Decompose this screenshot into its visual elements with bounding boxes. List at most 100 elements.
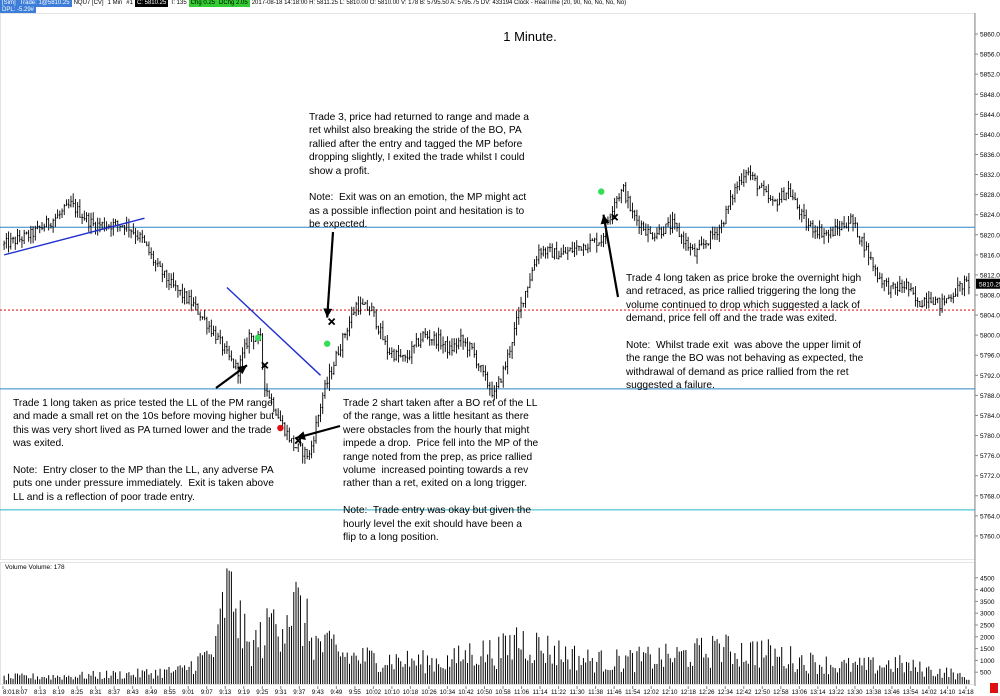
y-tick-label: 5764.00 xyxy=(980,513,1000,520)
y-tick-label: 5804.00 xyxy=(980,313,1000,320)
exit-marker-5 xyxy=(328,317,336,326)
x-tick-label: 11:54 xyxy=(625,689,641,696)
x-tick-label: 10:50 xyxy=(477,689,493,696)
entry-marker-4 xyxy=(323,340,331,347)
x-tick-label: 11:30 xyxy=(570,689,586,696)
x-tick-label: 12:58 xyxy=(773,689,789,696)
volume-y-tick-label: 4500 xyxy=(980,575,995,582)
volume-legend: Volume Volume: 178 xyxy=(5,564,65,571)
volume-y-tick-label: 4000 xyxy=(980,587,995,594)
last-price-tag xyxy=(976,278,1000,289)
trendline-0 xyxy=(3,217,145,256)
annotation-arrowhead-t4 xyxy=(600,214,610,225)
y-tick-label: 5772.00 xyxy=(980,473,1000,480)
x-tick-label: 9:13 xyxy=(219,689,232,696)
entry-marker-2 xyxy=(277,424,284,432)
x-tick-label: 8:37 xyxy=(108,689,121,696)
x-tick-label: 12:02 xyxy=(643,689,659,696)
corner-marker xyxy=(990,683,998,693)
y-tick-label: 5824.00 xyxy=(980,212,1000,219)
volume-y-tick-label: 3500 xyxy=(980,599,995,606)
x-tick-label: 8:13 xyxy=(34,689,47,696)
x-tick-label: 12:50 xyxy=(755,689,771,696)
y-tick-label: 5820.00 xyxy=(980,232,1000,239)
x-tick-label: 9:43 xyxy=(312,689,325,696)
y-tick-label: 5812.00 xyxy=(980,272,1000,279)
y-tick-label: 5796.00 xyxy=(980,353,1000,360)
bar-info: 2017-08-18 14:18:00 H: 5811.25 L: 5810.0… xyxy=(251,0,627,6)
y-tick-label: 5792.00 xyxy=(980,373,1000,380)
dchg-label: DChg 2.05 xyxy=(217,0,250,7)
annotation-trade-3: Trade 3, price had returned to range and… xyxy=(309,112,529,231)
y-tick-label: 5856.00 xyxy=(980,52,1000,59)
close-label: C: 5810.25 xyxy=(134,0,169,7)
x-tick-label: 10:42 xyxy=(458,689,474,696)
x-tick-label: 13:38 xyxy=(866,689,882,696)
y-tick-label: 5844.00 xyxy=(980,112,1000,119)
x-tick-label: 8:55 xyxy=(164,689,177,696)
y-tick-label: 5828.00 xyxy=(980,192,1000,199)
x-tick-label: 12:18 xyxy=(680,689,696,696)
entry-marker-0 xyxy=(254,334,262,341)
x-tick-label: 10:02 xyxy=(366,689,382,696)
y-tick-label: 5760.00 xyxy=(980,533,1000,540)
x-tick-label: 8:19 xyxy=(53,689,66,696)
x-tick-label: 11:22 xyxy=(551,689,567,696)
x-tick-label: 12:10 xyxy=(662,689,678,696)
x-tick-label: 9:01 xyxy=(182,689,195,696)
chg-label: Chg 0.25 xyxy=(188,0,218,7)
x-tick-label: 9:31 xyxy=(275,689,288,696)
x-tick-label: 11:14 xyxy=(533,689,549,696)
y-tick-label: 5836.00 xyxy=(980,152,1000,159)
y-tick-label: 5860.00 xyxy=(980,32,1000,39)
annotation-arrowhead-t3 xyxy=(323,308,333,318)
y-tick-label: 5788.00 xyxy=(980,393,1000,400)
y-tick-label: 5832.00 xyxy=(980,172,1000,179)
annotation-arrowhead-t1 xyxy=(237,365,247,375)
account-label[interactable]: [Sim] xyxy=(0,0,18,7)
x-tick-label: 13:14 xyxy=(810,689,826,696)
tick-label: T: 135 xyxy=(170,0,187,6)
volume-y-tick-label: 2500 xyxy=(980,623,995,630)
y-tick-label: 5768.00 xyxy=(980,493,1000,500)
exit-marker-7 xyxy=(610,213,619,221)
x-tick-label: 9:49 xyxy=(330,689,343,696)
x-tick-label: 8:25 xyxy=(71,689,84,696)
x-tick-label: 10:34 xyxy=(440,689,456,696)
x-tick-label: 8:07 xyxy=(15,689,28,696)
x-tick-label: 9:19 xyxy=(238,689,251,696)
trade-label[interactable]: Trade: 1@5810.25 xyxy=(17,0,72,7)
interval-label[interactable]: 1 Min xyxy=(107,0,123,6)
x-tick-label: 9:55 xyxy=(349,689,362,696)
x-tick-label: 8:01 xyxy=(3,689,16,696)
y-tick-label: 5776.00 xyxy=(980,453,1000,460)
x-tick-label: 13:46 xyxy=(884,689,900,696)
x-tick-label: 10:26 xyxy=(421,689,437,696)
x-tick-label: 11:38 xyxy=(588,689,604,696)
y-tick-label: 5816.00 xyxy=(980,252,1000,259)
volume-y-tick-label: 2000 xyxy=(980,634,995,641)
exit-marker-1 xyxy=(261,361,269,369)
x-tick-label: 13:06 xyxy=(792,689,808,696)
x-tick-label: 14:10 xyxy=(940,689,956,696)
last-price-label: 5810.25 xyxy=(979,282,1000,289)
y-tick-label: 5800.00 xyxy=(980,333,1000,340)
x-tick-label: 13:22 xyxy=(829,689,845,696)
y-tick-label: 5852.00 xyxy=(980,72,1000,79)
x-tick-label: 10:10 xyxy=(384,689,400,696)
dpl-label: DPL: -5.29# xyxy=(0,7,37,13)
flag-label: #1 xyxy=(126,0,133,6)
volume-y-tick-label: 1000 xyxy=(980,658,995,665)
instrument-label[interactable]: NQU7 [CV] xyxy=(73,0,104,6)
y-tick-label: 5840.00 xyxy=(980,132,1000,139)
header-bar: [Sim] Trade: 1@5810.25 NQU7 [CV] 1 Min #1 C: … xyxy=(0,0,975,14)
x-tick-label: 8:49 xyxy=(145,689,158,696)
x-tick-label: 8:43 xyxy=(127,689,140,696)
volume-y-tick-label: 500 xyxy=(980,670,991,677)
x-tick-label: 13:54 xyxy=(903,689,919,696)
y-tick-label: 5780.00 xyxy=(980,433,1000,440)
y-tick-label: 5848.00 xyxy=(980,92,1000,99)
x-tick-label: 14:02 xyxy=(921,689,937,696)
x-tick-label: 12:34 xyxy=(718,689,734,696)
